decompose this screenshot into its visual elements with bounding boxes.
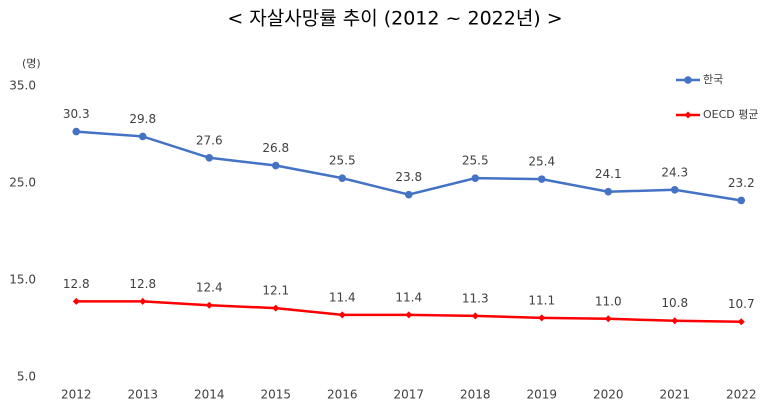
x-tick-label: 2022	[726, 388, 757, 402]
x-tick-label: 2015	[260, 388, 291, 402]
point	[670, 185, 679, 194]
data-label: 24.1	[595, 167, 622, 181]
y-tick-label: 15.0	[9, 273, 36, 287]
point	[338, 174, 347, 182]
point	[737, 318, 745, 326]
point	[72, 297, 80, 305]
point	[604, 187, 613, 196]
x-tick-label: 2016	[327, 388, 358, 402]
point	[737, 196, 746, 205]
data-label: 25.5	[462, 154, 489, 168]
point	[537, 175, 546, 183]
x-tick-label: 2019	[526, 388, 557, 402]
legend-label: 한국	[703, 73, 723, 86]
data-label: 23.2	[728, 176, 755, 190]
point	[138, 132, 147, 141]
legend-label: OECD 평균	[703, 108, 759, 121]
series-line	[76, 130, 742, 202]
x-tick-label: 2012	[61, 388, 92, 402]
point	[139, 297, 147, 305]
data-label: 12.4	[196, 281, 223, 295]
data-label: 11.0	[595, 294, 622, 308]
point	[604, 315, 612, 323]
point	[205, 301, 213, 309]
data-label: 10.7	[728, 297, 755, 311]
point	[471, 174, 480, 182]
point	[404, 190, 413, 199]
point	[271, 161, 280, 170]
data-label: 11.4	[329, 290, 356, 304]
x-tick-label: 2014	[194, 388, 225, 402]
data-label: 26.8	[262, 141, 289, 155]
x-tick-label: 2018	[460, 388, 491, 402]
y-tick-label: 35.0	[9, 79, 36, 93]
data-label: 10.8	[661, 296, 688, 310]
data-label: 12.8	[129, 277, 156, 291]
point	[72, 127, 81, 136]
data-label: 25.4	[528, 155, 555, 169]
x-tick-label: 2013	[127, 388, 158, 402]
data-label: 25.5	[329, 154, 356, 168]
point	[272, 304, 280, 312]
legend-marker	[684, 111, 692, 119]
data-label: 24.3	[661, 165, 688, 179]
point	[205, 153, 214, 162]
data-label: 11.4	[395, 290, 422, 304]
data-label: 11.1	[528, 293, 555, 307]
x-tick-label: 2021	[659, 388, 690, 402]
y-tick-label: 25.0	[9, 176, 36, 190]
data-label: 29.8	[129, 112, 156, 126]
y-unit: (명)	[22, 57, 41, 70]
data-label: 11.3	[462, 291, 489, 305]
data-label: 30.3	[63, 107, 90, 121]
y-tick-label: 5.0	[17, 370, 36, 384]
point	[471, 312, 479, 320]
point	[405, 311, 413, 319]
chart-title: < 자살사망률 추이 (2012 ~ 2022년) >	[227, 8, 562, 30]
x-tick-label: 2017	[393, 388, 424, 402]
data-label: 12.8	[63, 277, 90, 291]
data-label: 27.6	[196, 133, 223, 147]
data-label: 12.1	[262, 284, 289, 298]
x-tick-label: 2020	[593, 388, 624, 402]
point	[338, 311, 346, 319]
legend-marker	[684, 76, 692, 84]
point	[671, 317, 679, 325]
data-label: 23.8	[395, 170, 422, 184]
point	[538, 314, 546, 322]
